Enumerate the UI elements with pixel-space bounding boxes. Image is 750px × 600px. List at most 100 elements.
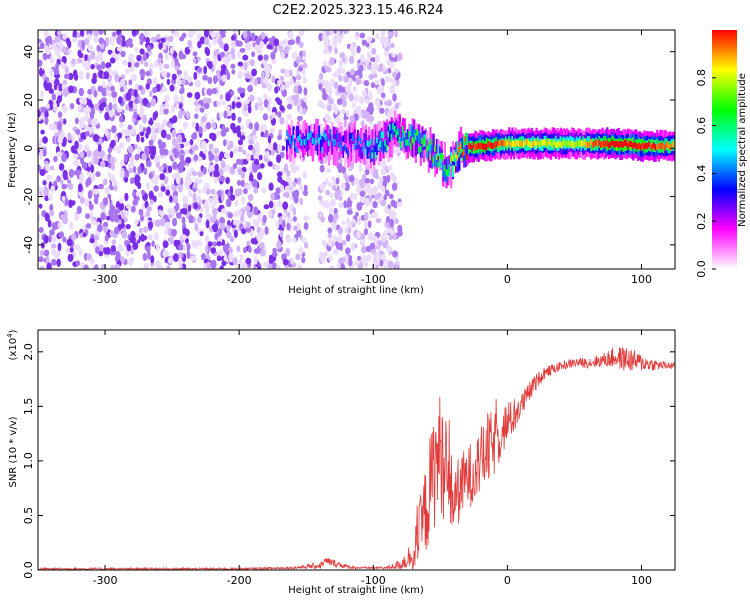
noise-speckle — [67, 132, 72, 141]
noise-speckle — [39, 67, 43, 77]
noise-speckle — [262, 77, 268, 84]
ridge-cell — [430, 139, 434, 152]
noise-speckle — [137, 166, 142, 175]
noise-speckle — [241, 196, 246, 205]
noise-speckle — [263, 204, 270, 210]
noise-speckle — [299, 197, 304, 206]
ridge-cell — [385, 144, 389, 152]
noise-speckle — [317, 195, 323, 201]
noise-speckle — [94, 103, 100, 111]
noise-speckle — [123, 217, 128, 223]
noise-speckle — [142, 53, 148, 62]
noise-speckle — [79, 96, 84, 105]
noise-speckle — [135, 232, 139, 241]
ridge-cell — [305, 129, 308, 142]
ridge-cell — [402, 128, 405, 141]
spectrogram-y-tick-label: -20 — [22, 188, 35, 206]
noise-speckle — [138, 123, 144, 133]
noise-speckle — [219, 94, 224, 100]
noise-speckle — [392, 93, 397, 102]
noise-speckle — [359, 233, 366, 240]
noise-speckle — [346, 221, 353, 229]
noise-speckle — [345, 109, 350, 117]
noise-speckle — [150, 97, 156, 107]
noise-speckle — [91, 77, 97, 84]
noise-speckle — [242, 54, 249, 61]
ridge-cell — [376, 142, 379, 155]
noise-speckle — [85, 213, 90, 219]
noise-speckle — [207, 241, 213, 247]
noise-speckle — [96, 64, 102, 71]
noise-speckle — [292, 216, 297, 222]
noise-speckle — [221, 208, 227, 215]
ridge-cell — [326, 135, 329, 142]
ridge-cell — [496, 139, 500, 146]
ridge-cell — [477, 142, 480, 149]
ridge-cell — [625, 140, 628, 147]
noise-speckle — [331, 185, 337, 191]
noise-speckle — [261, 31, 266, 40]
noise-speckle — [275, 221, 280, 229]
noise-speckle — [248, 122, 253, 130]
noise-speckle — [380, 159, 387, 168]
noise-speckle — [173, 239, 178, 247]
noise-speckle — [324, 113, 330, 122]
noise-speckle — [229, 151, 234, 158]
noise-speckle — [216, 241, 222, 247]
ridge-cell — [435, 153, 438, 160]
snr-x-axis: -300 -200 -100 0 100 — [93, 330, 652, 587]
noise-speckle — [171, 73, 177, 81]
noise-speckle — [191, 121, 196, 128]
ridge-cell — [334, 139, 337, 146]
noise-speckle — [221, 74, 227, 82]
noise-speckle — [206, 61, 211, 67]
noise-speckle — [220, 129, 227, 137]
noise-speckle — [377, 240, 383, 246]
noise-speckle — [237, 146, 243, 153]
noise-speckle — [84, 124, 90, 131]
snr-y-tick-label: 0.0 — [22, 561, 35, 579]
noise-speckle — [392, 71, 397, 79]
noise-speckle — [329, 192, 334, 199]
noise-speckle — [118, 197, 124, 204]
snr-y-axis: 0.0 0.5 1.0 1.5 2.0 — [22, 343, 675, 579]
noise-speckle — [279, 117, 285, 125]
noise-speckle — [394, 30, 398, 38]
noise-speckle — [171, 129, 176, 139]
noise-speckle — [339, 257, 346, 263]
noise-speckle — [84, 54, 88, 62]
noise-speckle — [256, 233, 263, 243]
noise-speckle — [286, 222, 291, 231]
noise-speckle — [280, 68, 286, 74]
ridge-cell — [670, 144, 673, 151]
noise-speckle — [345, 84, 352, 93]
noise-speckle — [339, 52, 344, 59]
noise-speckle — [82, 232, 87, 238]
noise-speckle — [326, 168, 332, 174]
noise-speckle — [83, 264, 89, 269]
noise-speckle — [356, 202, 363, 211]
noise-speckle — [337, 164, 342, 174]
snr-y-tick-label: 1.0 — [22, 452, 35, 470]
noise-speckle — [382, 240, 388, 249]
noise-speckle — [358, 64, 364, 72]
noise-speckle — [322, 200, 328, 208]
ridge-cell — [661, 142, 664, 149]
snr-x-tick-label: 0 — [504, 574, 511, 587]
noise-speckle — [57, 221, 62, 229]
noise-speckle — [179, 36, 185, 42]
noise-speckle — [38, 137, 43, 144]
noise-speckle — [239, 254, 244, 261]
noise-speckle — [320, 183, 326, 192]
noise-speckle — [283, 45, 290, 55]
ridge-cell — [329, 129, 332, 136]
ridge-cell — [297, 135, 300, 143]
noise-speckle — [136, 54, 142, 62]
ridge-cell — [632, 142, 635, 149]
noise-speckle — [172, 115, 178, 124]
ridge-cell — [546, 141, 549, 148]
noise-speckle — [93, 30, 99, 37]
noise-speckle — [111, 91, 118, 98]
noise-speckle — [134, 174, 141, 183]
